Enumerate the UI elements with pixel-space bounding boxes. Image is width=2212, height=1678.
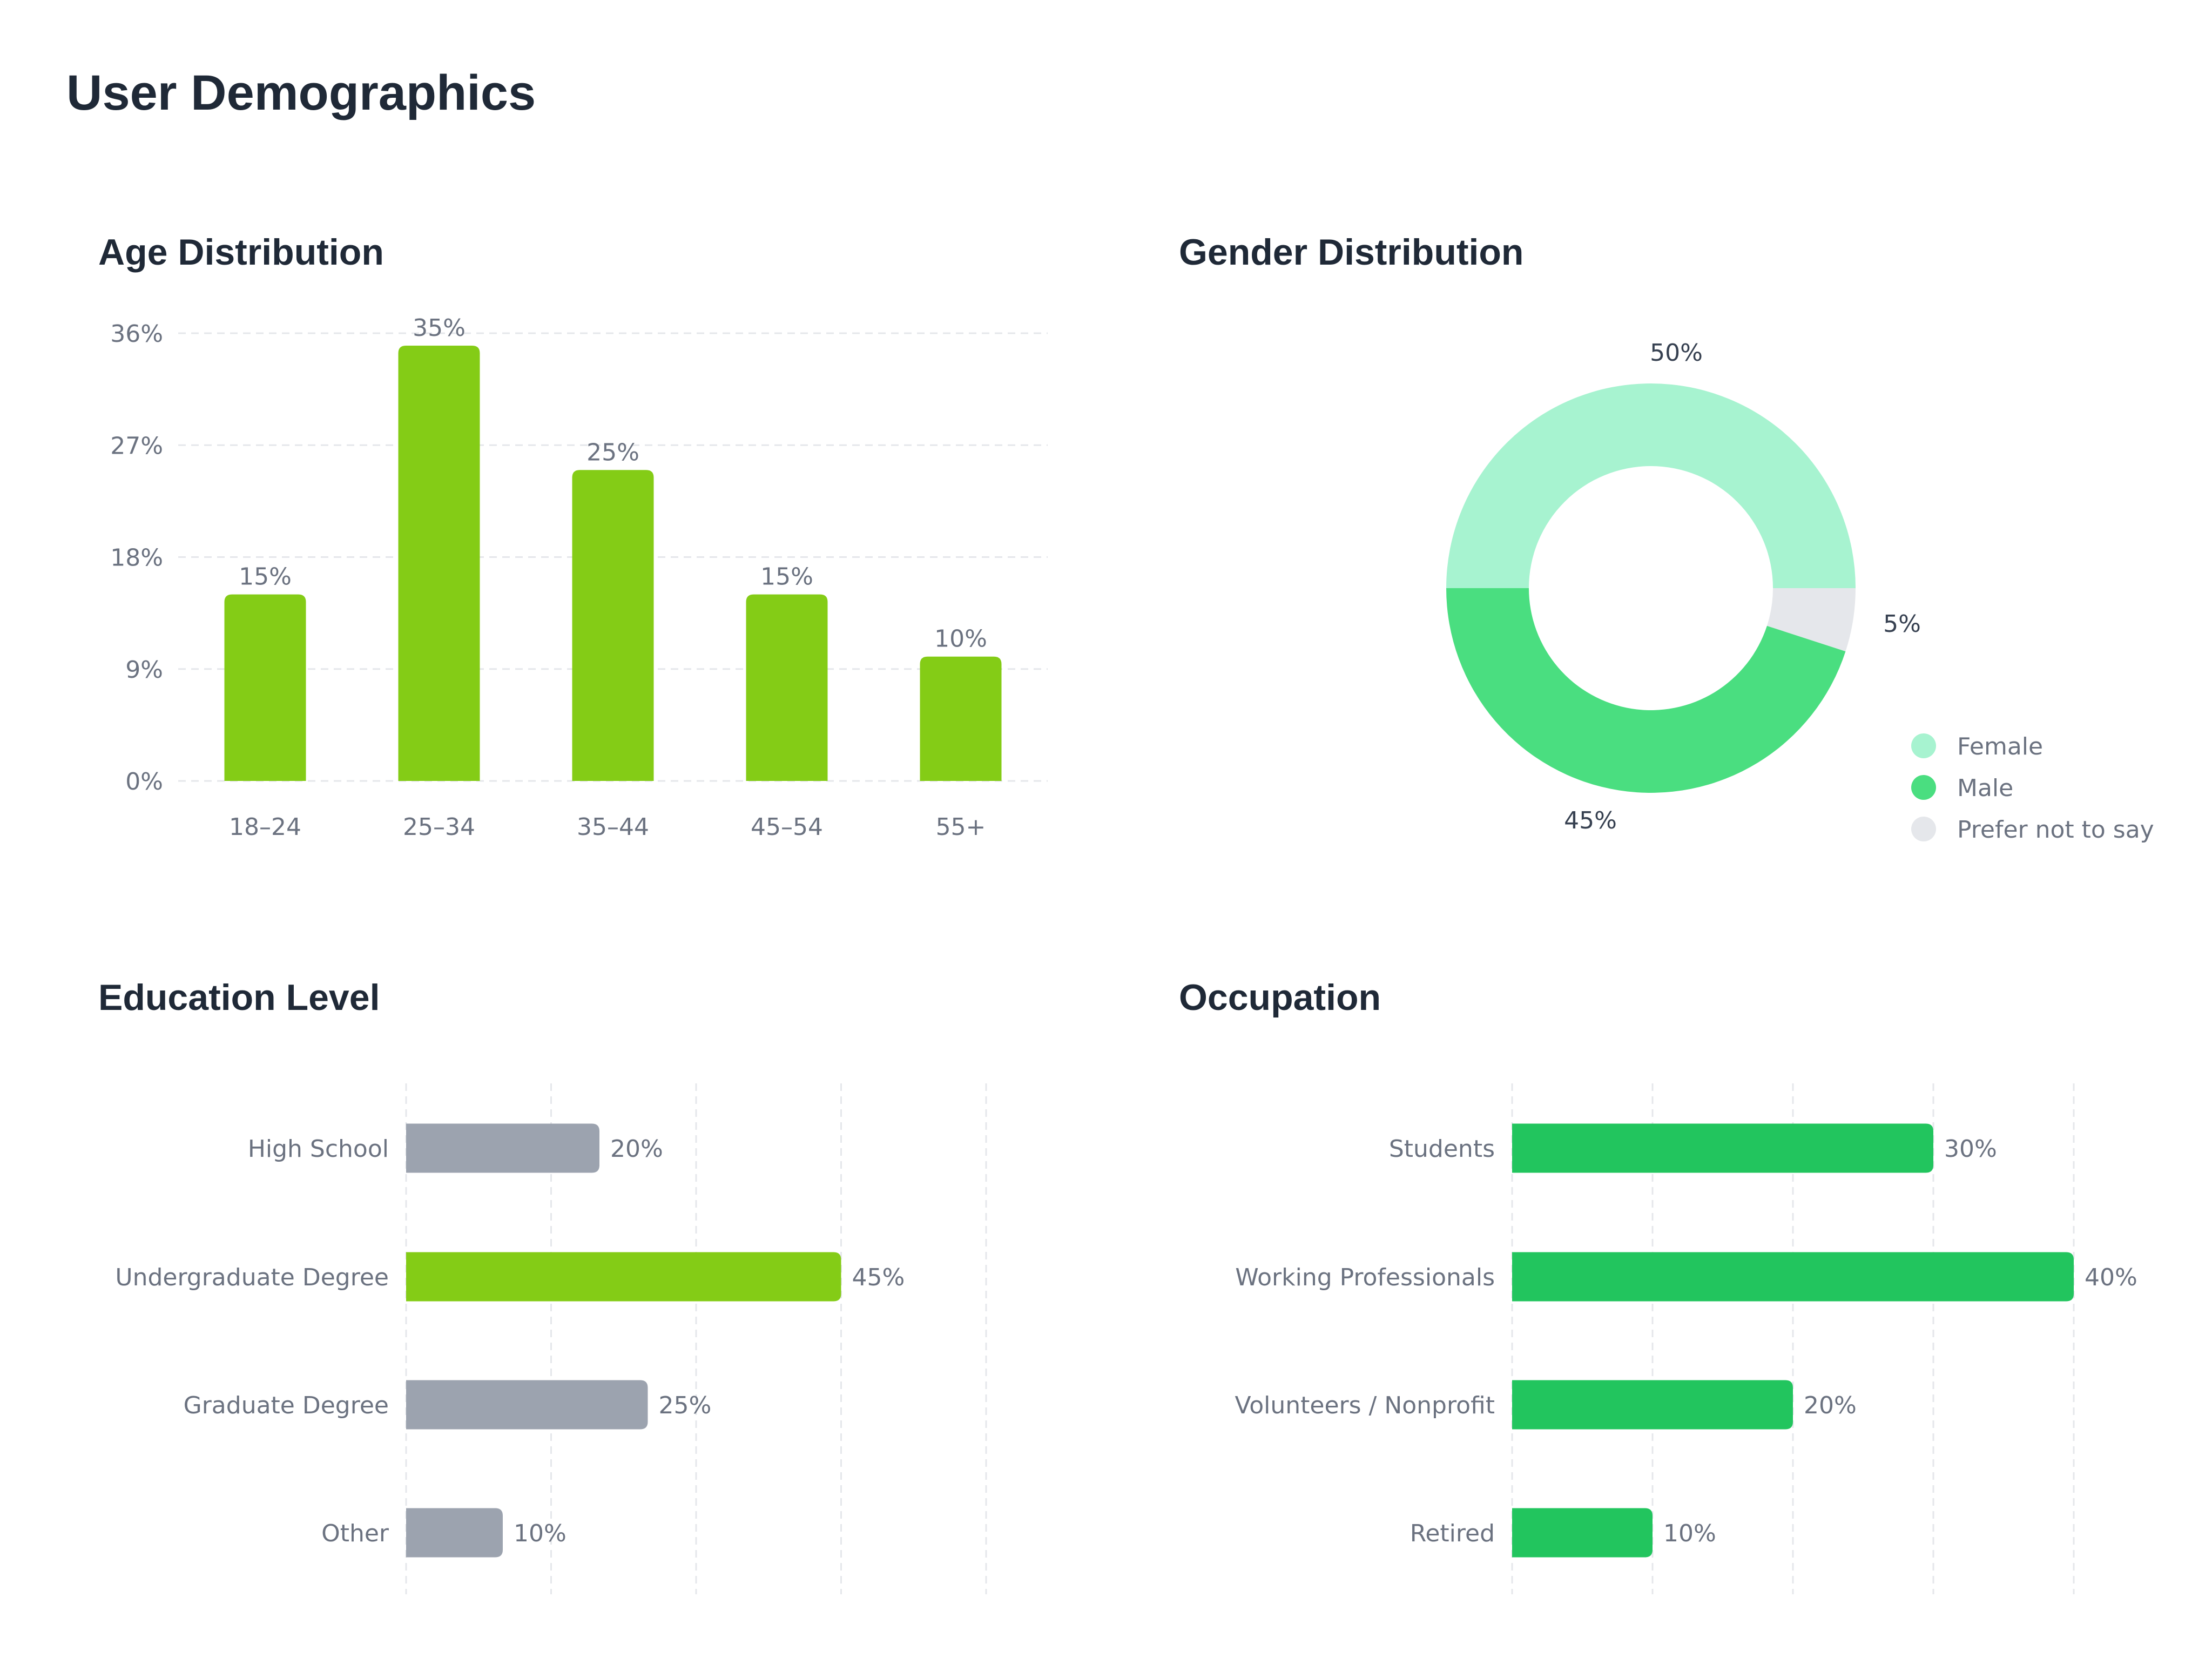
age-bar-value-label: 25% (586, 439, 639, 466)
education-category-label: High School (248, 1135, 389, 1163)
education-bar-value-label: 10% (514, 1520, 567, 1547)
age-x-tick-label: 45–54 (751, 813, 823, 841)
occupation-bar-value-label: 40% (2085, 1264, 2137, 1291)
education-bar-value-label: 25% (659, 1392, 712, 1419)
legend-label: Female (1957, 733, 2043, 760)
age-bar (224, 594, 306, 781)
age-bar-value-label: 35% (413, 314, 466, 342)
education-category-label: Other (321, 1520, 389, 1547)
gender-slice-male (1446, 588, 1846, 793)
occupation-bar-value-label: 20% (1804, 1392, 1857, 1419)
gender-slice-label: 50% (1650, 339, 1703, 367)
gender-slice-label: 45% (1564, 807, 1617, 834)
age-y-tick-label: 9% (125, 656, 163, 684)
education-bar (406, 1508, 503, 1558)
age-x-tick-label: 35–44 (577, 813, 649, 841)
legend-swatch (1911, 733, 1936, 758)
occupation-category-label: Working Professionals (1235, 1264, 1495, 1291)
age-bar (920, 656, 1002, 781)
occupation-bar-value-label: 30% (1944, 1135, 1997, 1163)
education-bar (406, 1380, 648, 1430)
gender-slice-label: 5% (1883, 610, 1921, 638)
education-bar-value-label: 20% (610, 1135, 663, 1163)
legend-swatch (1911, 817, 1936, 841)
occupation-bar (1512, 1252, 2074, 1302)
age-x-tick-label: 55+ (936, 813, 986, 841)
legend-label: Prefer not to say (1957, 816, 2154, 844)
occupation-bar (1512, 1380, 1793, 1430)
age-bar-value-label: 15% (239, 563, 292, 591)
age-bar (746, 594, 828, 781)
education-chart-title: Education Level (98, 977, 380, 1018)
gender-slice-female (1446, 383, 1856, 588)
legend-label: Male (1957, 774, 2013, 802)
occupation-bar-value-label: 10% (1663, 1520, 1716, 1547)
age-bar (398, 346, 480, 781)
age-y-tick-label: 36% (110, 320, 163, 348)
age-chart-title: Age Distribution (98, 232, 384, 273)
age-y-tick-label: 0% (125, 768, 163, 796)
age-bar-value-label: 15% (760, 563, 813, 591)
education-bar-value-label: 45% (852, 1264, 905, 1291)
age-y-tick-label: 27% (110, 432, 163, 460)
legend-swatch (1911, 775, 1936, 800)
education-bar (406, 1123, 599, 1173)
age-x-tick-label: 18–24 (229, 813, 301, 841)
age-y-tick-label: 18% (110, 544, 163, 572)
gender-chart-title: Gender Distribution (1179, 232, 1524, 273)
age-x-tick-label: 25–34 (403, 813, 475, 841)
age-bar-value-label: 10% (934, 625, 987, 653)
page-title: User Demographics (66, 65, 536, 120)
education-category-label: Undergraduate Degree (115, 1264, 389, 1291)
gender-slice-prefer-not-to-say (1766, 588, 1856, 652)
occupation-category-label: Students (1389, 1135, 1495, 1163)
education-category-label: Graduate Degree (184, 1392, 389, 1419)
occupation-chart-title: Occupation (1179, 977, 1381, 1018)
occupation-category-label: Volunteers / Nonprofit (1235, 1392, 1495, 1419)
age-bar (572, 470, 654, 781)
occupation-bar (1512, 1123, 1933, 1173)
education-bar (406, 1252, 841, 1302)
occupation-category-label: Retired (1410, 1520, 1495, 1547)
occupation-bar (1512, 1508, 1653, 1558)
